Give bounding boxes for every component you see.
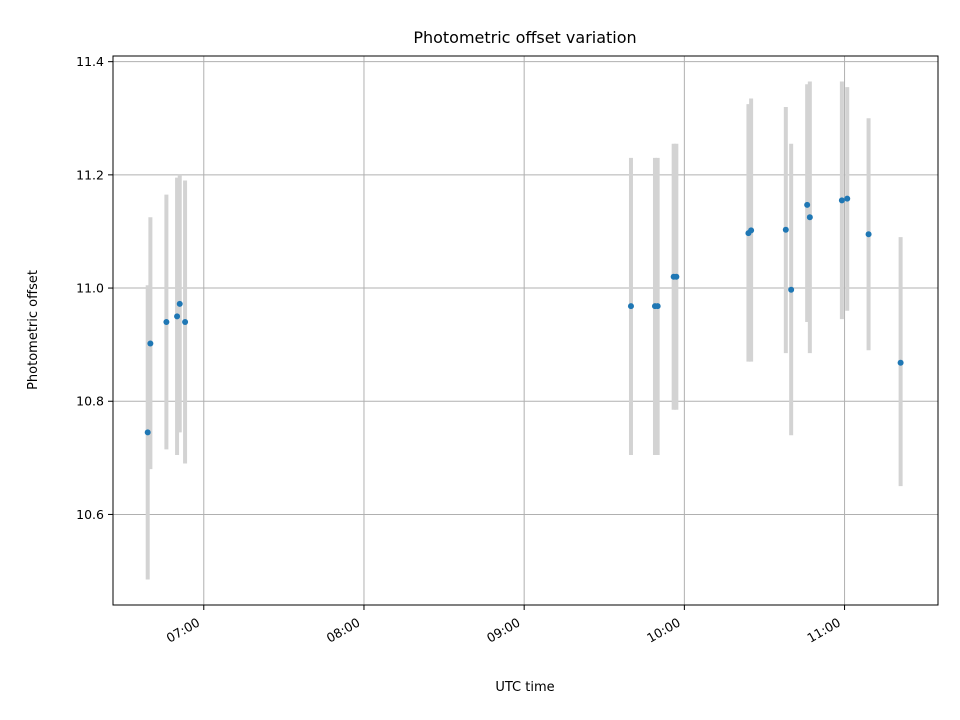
data-point <box>627 303 634 310</box>
data-points <box>144 195 904 436</box>
axis-ticks: 07:00 08:00 09:00 10:00 11:00 10.6 10.8 11.0 11.… <box>76 54 846 646</box>
data-point <box>147 340 154 347</box>
y-tick-label: 10.6 <box>76 507 104 522</box>
x-tick-label: 08:00 <box>324 615 363 646</box>
data-point <box>673 273 680 280</box>
data-point <box>782 226 789 233</box>
y-tick-label: 10.8 <box>76 394 104 409</box>
data-point <box>144 429 151 436</box>
data-point <box>176 300 183 307</box>
x-axis-label: UTC time <box>495 680 554 695</box>
x-tick-label: 11:00 <box>804 615 843 646</box>
chart-title: Photometric offset variation <box>413 28 636 47</box>
x-tick-label: 09:00 <box>484 615 523 646</box>
data-point <box>174 313 181 320</box>
data-point <box>897 359 904 366</box>
y-tick-label: 11.4 <box>76 54 104 69</box>
x-tick-label: 10:00 <box>644 615 683 646</box>
data-point <box>838 197 845 204</box>
data-point <box>163 319 170 326</box>
data-point <box>788 286 795 293</box>
data-point <box>182 319 189 326</box>
data-point <box>806 214 813 221</box>
grid-lines <box>113 56 938 605</box>
y-tick-label: 11.0 <box>76 281 104 296</box>
y-tick-label: 11.2 <box>76 167 104 182</box>
x-tick-label: 07:00 <box>164 615 203 646</box>
data-point <box>844 195 851 202</box>
data-point <box>748 227 755 234</box>
plot-frame <box>112 55 939 606</box>
data-point <box>654 303 661 310</box>
y-axis-label: Photometric offset <box>26 270 41 390</box>
data-point <box>865 231 872 238</box>
data-point <box>804 201 811 208</box>
